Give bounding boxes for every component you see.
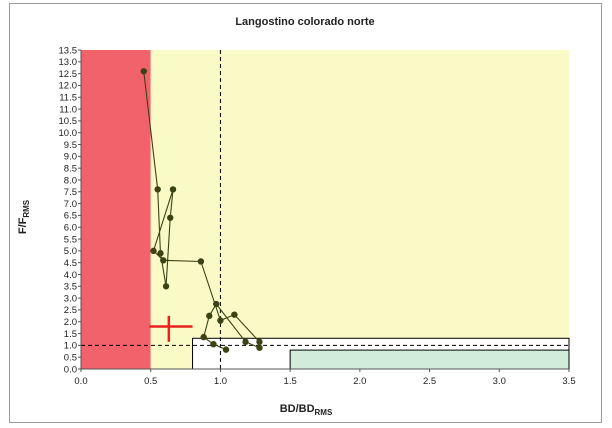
chart-title: Langostino colorado norte	[235, 16, 374, 28]
y-tick-label: 1.5	[64, 329, 77, 340]
zone-underexploited-green	[289, 349, 570, 370]
x-tick-label: 2.5	[423, 376, 436, 387]
data-point	[206, 312, 213, 320]
y-tick-label: 1.0	[64, 341, 77, 352]
y-tick-label: 2.5	[64, 305, 77, 316]
x-tick-label: 0.0	[74, 376, 87, 387]
x-axis-label-main: BD/BD	[280, 403, 315, 415]
zone-overfishing-yellow	[150, 50, 569, 369]
x-tick-label: 3.0	[493, 376, 506, 387]
y-tick-label: 13.5	[59, 45, 78, 56]
y-tick-label: 12.0	[59, 81, 78, 92]
y-tick-label: 5.0	[64, 246, 77, 257]
y-tick-label: 8.5	[64, 163, 77, 174]
y-tick-label: 11.0	[59, 104, 77, 115]
x-tick-label: 1.0	[214, 376, 227, 387]
data-point	[242, 338, 249, 346]
y-tick-label: 9.0	[64, 152, 77, 163]
data-point	[150, 247, 157, 255]
y-tick-label: 3.0	[64, 293, 77, 304]
data-point	[169, 186, 177, 193]
y-tick-label: 0.0	[64, 364, 77, 375]
data-point	[162, 283, 170, 290]
data-point	[140, 68, 147, 75]
y-tick-label: 10.5	[59, 116, 78, 127]
x-tick-label: 3.5	[562, 376, 575, 387]
x-tick-label: 1.5	[284, 376, 297, 387]
data-point	[213, 300, 220, 308]
data-point	[160, 257, 167, 264]
data-point	[217, 317, 224, 324]
data-point	[167, 214, 174, 221]
y-tick-label: 9.5	[64, 140, 77, 151]
y-tick-label: 7.5	[64, 187, 77, 198]
x-tick-label: 2.0	[353, 376, 366, 387]
data-point	[200, 333, 207, 341]
x-tick-label: 0.5	[144, 376, 157, 387]
x-axis-label-sub: RMS	[315, 408, 333, 417]
y-tick-label: 11.5	[59, 93, 77, 104]
data-point	[154, 186, 161, 193]
data-point	[210, 340, 217, 348]
y-tick-label: 8.0	[64, 175, 77, 186]
y-tick-label: 13.0	[59, 57, 78, 68]
data-point	[256, 338, 263, 346]
y-axis-label: F/FRMS	[17, 199, 31, 234]
y-axis-label-sub: RMS	[22, 199, 31, 217]
data-point	[256, 344, 263, 351]
y-tick-label: 10.0	[59, 128, 78, 139]
zone-overexploited-red	[81, 50, 151, 369]
y-tick-label: 4.0	[64, 270, 77, 281]
y-tick-label: 6.0	[64, 223, 77, 234]
data-point	[197, 258, 205, 265]
chart: 0.00.51.01.52.02.53.03.54.04.55.05.56.06…	[17, 16, 576, 417]
y-tick-label: 5.5	[64, 234, 77, 245]
y-tick-label: 4.5	[64, 258, 77, 269]
data-point	[157, 250, 164, 257]
y-tick-label: 0.5	[64, 352, 77, 363]
y-axis-label-main: F/F	[17, 217, 29, 234]
chart-frame: 0.0 0.5 1.0 1.5 2.0 2.5 3.0 3.5 4.0 4.5 5.0 5.5 6.0 6…	[9, 3, 602, 423]
data-point	[222, 346, 230, 353]
y-tick-label: 12.5	[59, 69, 78, 80]
data-point	[231, 311, 238, 318]
y-tick-label: 7.0	[64, 199, 77, 210]
y-tick-label: 6.5	[64, 211, 77, 222]
y-tick-label: 3.5	[64, 282, 77, 293]
y-tick-label: 2.0	[64, 317, 77, 328]
x-axis-label: BD/BDRMS	[280, 403, 333, 417]
